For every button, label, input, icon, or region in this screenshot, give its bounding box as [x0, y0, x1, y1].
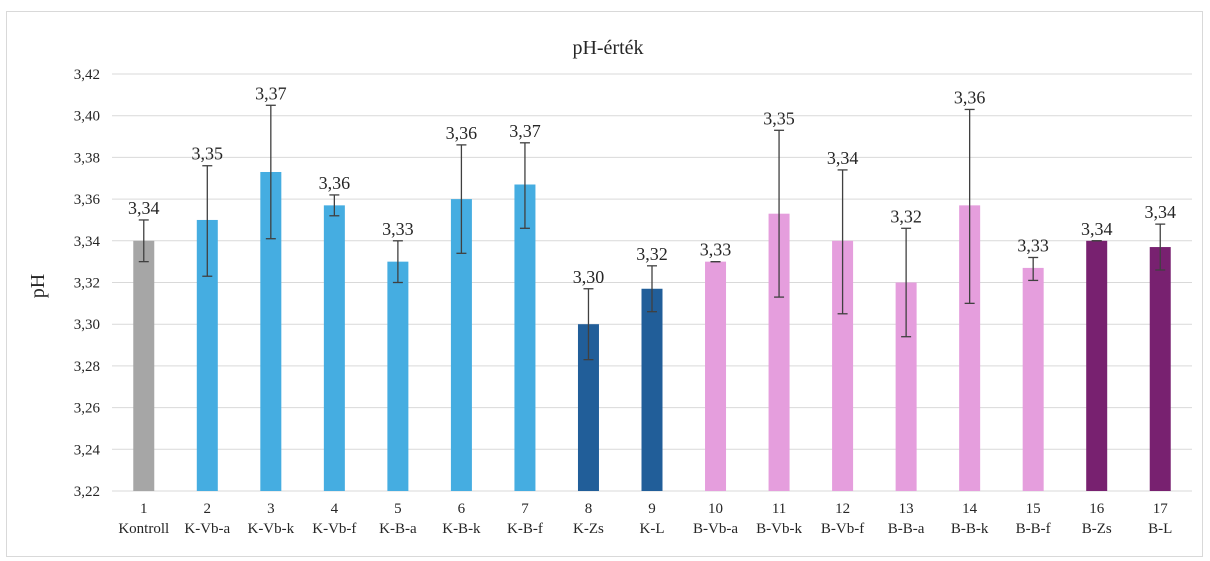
- bar: [768, 213, 790, 491]
- data-label: 3,37: [255, 83, 287, 103]
- bar: [133, 240, 155, 491]
- x-category-name: Kontroll: [118, 521, 169, 537]
- bar: [959, 205, 981, 492]
- x-category-name: B-L: [1148, 521, 1172, 537]
- data-label: 3,30: [573, 267, 605, 287]
- bar: [450, 199, 472, 491]
- data-label: 3,33: [700, 240, 732, 260]
- x-category-name: K-B-k: [442, 521, 481, 537]
- bar: [641, 288, 663, 491]
- x-category-name: K-Vb-a: [184, 521, 230, 537]
- gridlines: [112, 73, 1192, 492]
- bar: [260, 171, 282, 491]
- y-tick-label: 3,40: [74, 109, 100, 125]
- data-label: 3,34: [1144, 202, 1176, 222]
- data-label: 3,35: [192, 144, 224, 164]
- data-label: 3,37: [509, 121, 541, 141]
- y-tick-label: 3,24: [74, 442, 101, 458]
- data-labels: 3,34 3,35 3,37 3,36 3,33 3,36 3,37 3,30 3,32 3,33…: [128, 83, 1176, 286]
- bar: [705, 261, 727, 491]
- x-category-number: 16: [1089, 501, 1105, 517]
- bar: [196, 219, 218, 491]
- data-label: 3,36: [446, 123, 478, 143]
- x-category-number: 1: [140, 501, 148, 517]
- bar: [1149, 247, 1171, 491]
- x-category-number: 9: [648, 501, 656, 517]
- x-category-name: K-B-a: [379, 521, 417, 537]
- x-category-number: 17: [1153, 501, 1169, 517]
- bar: [514, 184, 536, 491]
- y-tick-label: 3,32: [74, 276, 100, 292]
- x-category-name: K-Vb-k: [247, 521, 294, 537]
- x-category-labels: 1 Kontroll 2 K-Vb-a 3 K-Vb-k 4 K-Vb-f 5 K-B-a 6 K-B…: [118, 501, 1172, 537]
- y-tick-label: 3,36: [74, 192, 101, 208]
- bar: [387, 261, 409, 491]
- bar: [1022, 267, 1044, 491]
- x-category-name: K-B-f: [507, 521, 543, 537]
- error-bars: [138, 104, 1166, 361]
- y-tick-labels: 3,22 3,24 3,26 3,28 3,30 3,32 3,34 3,36 3,38 3,40…: [74, 67, 101, 500]
- x-category-number: 5: [394, 501, 402, 517]
- data-label: 3,33: [382, 219, 414, 239]
- x-category-name: K-Vb-f: [312, 521, 356, 537]
- data-label: 3,34: [827, 148, 859, 168]
- x-category-number: 12: [835, 501, 850, 517]
- y-tick-label: 3,38: [74, 150, 100, 166]
- bar: [832, 240, 854, 491]
- bars: [133, 171, 1171, 492]
- bar: [895, 282, 917, 491]
- x-category-number: 15: [1026, 501, 1041, 517]
- data-label: 3,36: [954, 87, 986, 107]
- y-tick-label: 3,30: [74, 317, 100, 333]
- bar: [323, 205, 345, 492]
- x-category-number: 13: [899, 501, 914, 517]
- x-category-name: B-B-k: [951, 521, 989, 537]
- x-category-name: B-Zs: [1082, 521, 1112, 537]
- bar: [1086, 240, 1108, 491]
- chart-title: pH-érték: [572, 37, 643, 59]
- y-tick-label: 3,26: [74, 401, 101, 417]
- data-label: 3,35: [763, 108, 795, 128]
- data-label: 3,34: [1081, 219, 1113, 239]
- data-label: 3,34: [128, 198, 160, 218]
- y-tick-label: 3,28: [74, 359, 100, 375]
- x-category-number: 6: [458, 501, 466, 517]
- x-category-number: 11: [772, 501, 786, 517]
- x-category-name: K-L: [640, 521, 665, 537]
- data-label: 3,32: [890, 206, 922, 226]
- x-category-name: K-Zs: [573, 521, 604, 537]
- x-category-name: B-B-a: [888, 521, 925, 537]
- x-category-number: 10: [708, 501, 723, 517]
- y-tick-label: 3,34: [74, 234, 101, 250]
- x-category-name: B-Vb-f: [821, 521, 864, 537]
- x-category-number: 2: [204, 501, 212, 517]
- data-label: 3,33: [1017, 235, 1049, 255]
- x-category-name: B-Vb-k: [756, 521, 802, 537]
- data-label: 3,32: [636, 244, 668, 264]
- y-axis-label: pH: [27, 274, 49, 298]
- x-category-number: 4: [331, 501, 339, 517]
- x-category-number: 7: [521, 501, 529, 517]
- x-category-name: B-Vb-a: [693, 521, 738, 537]
- x-category-number: 8: [585, 501, 593, 517]
- x-category-number: 14: [962, 501, 978, 517]
- data-label: 3,36: [319, 173, 351, 193]
- bar: [577, 324, 599, 491]
- x-category-number: 3: [267, 501, 275, 517]
- y-tick-label: 3,22: [74, 484, 100, 500]
- x-category-name: B-B-f: [1016, 521, 1051, 537]
- y-tick-label: 3,42: [74, 67, 100, 83]
